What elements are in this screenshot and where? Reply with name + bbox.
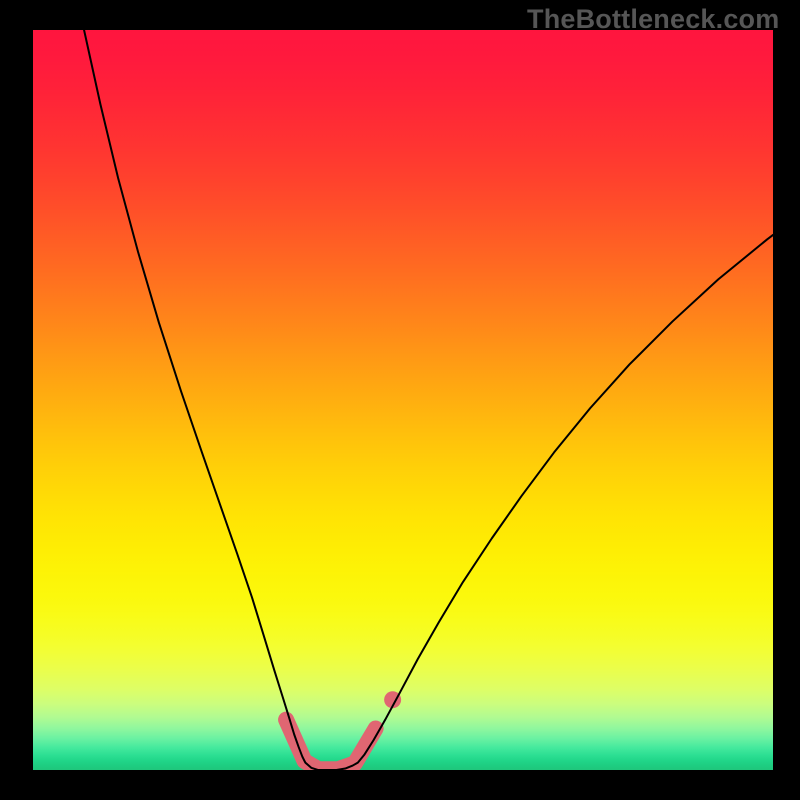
chart-svg	[33, 30, 773, 770]
watermark-text: TheBottleneck.com	[527, 4, 779, 35]
chart-frame	[33, 30, 773, 770]
chart-background	[33, 30, 773, 770]
